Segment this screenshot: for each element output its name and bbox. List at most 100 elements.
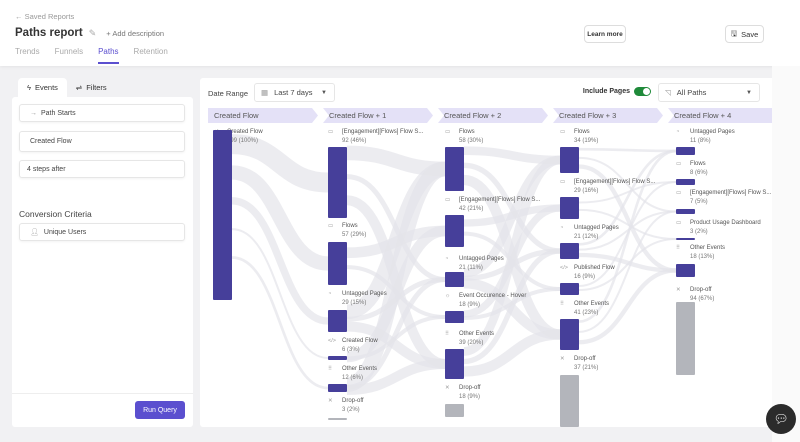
tab-events[interactable]: ϟ Events — [18, 78, 67, 97]
flow-link — [578, 149, 677, 246]
node-count: 21 (11%) — [459, 264, 483, 271]
node-label[interactable]: ✕ Drop-off 37 (21%) — [560, 355, 598, 372]
node-bar[interactable] — [328, 356, 347, 360]
node-bar[interactable] — [676, 264, 695, 277]
save-label: Save — [741, 29, 759, 39]
paths-select[interactable]: ◹ All Paths ▼ — [658, 83, 760, 102]
node-label[interactable]: ▭ Flows 8 (6%) — [676, 160, 708, 177]
divider — [12, 393, 193, 394]
node-bar[interactable] — [560, 319, 579, 350]
node-count: 37 (21%) — [574, 364, 599, 371]
conversion-criteria-title: Conversion Criteria — [19, 209, 92, 219]
node-bar[interactable] — [328, 384, 347, 392]
node-label[interactable]: ▭ [Engagement][Flows] Flow S... 7 (5%) — [676, 189, 771, 206]
tab-funnels[interactable]: Funnels — [54, 47, 84, 56]
node-label[interactable]: ◔ Untagged Pages 21 (11%) — [445, 255, 504, 272]
back-label: Saved Reports — [24, 12, 75, 21]
node-bar[interactable] — [676, 302, 695, 375]
tab-filters-label: Filters — [86, 83, 107, 92]
node-name: Drop-off — [690, 287, 712, 293]
code-icon: </> — [560, 265, 568, 271]
node-label[interactable]: ✕ Drop-off 3 (2%) — [328, 397, 364, 414]
column-header: Created Flow + 2 — [438, 108, 548, 123]
untagged-icon: ◔ — [445, 256, 449, 262]
flow-link — [578, 156, 677, 213]
steps-select[interactable]: 4 steps after — [19, 160, 185, 178]
node-bar[interactable] — [445, 147, 464, 191]
node-bar[interactable] — [328, 147, 347, 218]
add-description-button[interactable]: + Add description — [106, 28, 165, 38]
page-icon: ▭ — [560, 179, 566, 185]
run-query-button[interactable]: Run Query — [135, 401, 185, 419]
node-bar[interactable] — [676, 209, 695, 214]
node-bar[interactable] — [445, 272, 464, 287]
date-range-value: Last 7 days — [274, 88, 313, 97]
event-select[interactable]: Created Flow — [19, 131, 185, 152]
node-label[interactable]: ⠿ Other Events 12 (6%) — [328, 365, 377, 382]
calendar-icon: ▦ — [261, 88, 269, 97]
chevron-down-icon: ▼ — [321, 89, 327, 96]
conversion-value: Unique Users — [43, 228, 87, 236]
edit-title-icon[interactable]: ✎ — [88, 27, 97, 38]
node-label[interactable]: ▭ Flows 58 (30%) — [445, 128, 483, 145]
node-label[interactable]: ✕ Drop-off 94 (67%) — [676, 286, 714, 303]
node-label[interactable]: ▭ [Engagement][Flows] Flow S... 42 (21%) — [445, 196, 540, 213]
node-label[interactable]: ◔ Untagged Pages 21 (12%) — [560, 224, 619, 241]
back-link[interactable]: ← Saved Reports — [15, 12, 75, 21]
include-pages-toggle[interactable] — [634, 87, 651, 96]
tab-events-label: Events — [34, 83, 58, 92]
flow-link — [231, 228, 329, 359]
right-strip — [772, 66, 800, 442]
chat-button[interactable]: 💬︎ — [766, 404, 796, 434]
user-icon: 👤︎ — [30, 229, 39, 236]
node-label[interactable]: </> Created Flow 6 (3%) — [328, 337, 378, 354]
node-label[interactable]: ▭ Flows 57 (29%) — [328, 222, 366, 239]
node-label[interactable]: ⠿ Other Events 39 (20%) — [445, 330, 494, 347]
tab-retention[interactable]: Retention — [133, 47, 168, 56]
node-bar[interactable] — [445, 349, 464, 379]
learn-more-button[interactable]: Learn more — [584, 25, 626, 43]
tab-trends[interactable]: Trends — [15, 47, 40, 56]
node-bar[interactable] — [676, 238, 695, 240]
node-label[interactable]: ✕ Drop-off 18 (9%) — [445, 384, 481, 401]
node-bar[interactable] — [560, 197, 579, 219]
node-label[interactable]: ☼ Event Occurence - Hover 18 (9%) — [445, 292, 526, 309]
node-bar[interactable] — [328, 242, 347, 285]
node-label[interactable]: ◔ Untagged Pages 11 (8%) — [676, 128, 735, 145]
node-count: 29 (15%) — [342, 299, 367, 306]
node-bar[interactable] — [560, 283, 579, 295]
tab-paths[interactable]: Paths — [98, 47, 119, 64]
node-label[interactable]: ▭ Flows 34 (19%) — [560, 128, 598, 145]
date-range-select[interactable]: ▦ Last 7 days ▼ — [254, 83, 335, 102]
node-label[interactable]: ⠿ Other Events 18 (13%) — [676, 244, 725, 261]
node-bar[interactable] — [560, 243, 579, 259]
page-icon: ▭ — [560, 129, 566, 135]
node-count: 41 (23%) — [574, 309, 599, 316]
node-bar[interactable] — [445, 404, 464, 417]
node-label[interactable]: ▭ [Engagement][Flows] Flow S... 92 (46%) — [328, 128, 423, 145]
node-bar[interactable] — [328, 418, 347, 420]
node-bar[interactable] — [328, 310, 347, 332]
node-bar[interactable] — [445, 311, 464, 323]
tab-filters[interactable]: ⇌ Filters — [67, 78, 116, 97]
node-label[interactable]: ◔ Untagged Pages 29 (15%) — [328, 290, 387, 307]
node-label[interactable]: ▭ [Engagement][Flows] Flow S... 29 (16%) — [560, 178, 655, 195]
node-bar[interactable] — [676, 147, 695, 155]
node-bar[interactable] — [560, 147, 579, 173]
x-icon: ✕ — [560, 356, 565, 362]
node-name: Untagged Pages — [574, 225, 619, 231]
node-name: Created Flow — [227, 129, 263, 135]
save-button[interactable]: 🖫 Save — [725, 25, 764, 43]
node-bar[interactable] — [213, 130, 232, 300]
node-bar[interactable] — [445, 215, 464, 247]
node-label[interactable]: ⠿ Other Events 41 (23%) — [560, 300, 609, 317]
node-bar[interactable] — [676, 179, 695, 185]
conversion-select[interactable]: 👤︎ Unique Users — [19, 223, 185, 241]
x-icon: ✕ — [328, 398, 333, 404]
node-label[interactable]: </> Published Flow 16 (9%) — [560, 264, 615, 281]
path-starts-select[interactable]: → Path Starts — [19, 104, 185, 122]
flow-link — [578, 147, 677, 153]
node-label[interactable]: ▭ Product Usage Dashboard 3 (2%) — [676, 219, 761, 236]
node-bar[interactable] — [560, 375, 579, 427]
flow-link — [578, 181, 677, 204]
